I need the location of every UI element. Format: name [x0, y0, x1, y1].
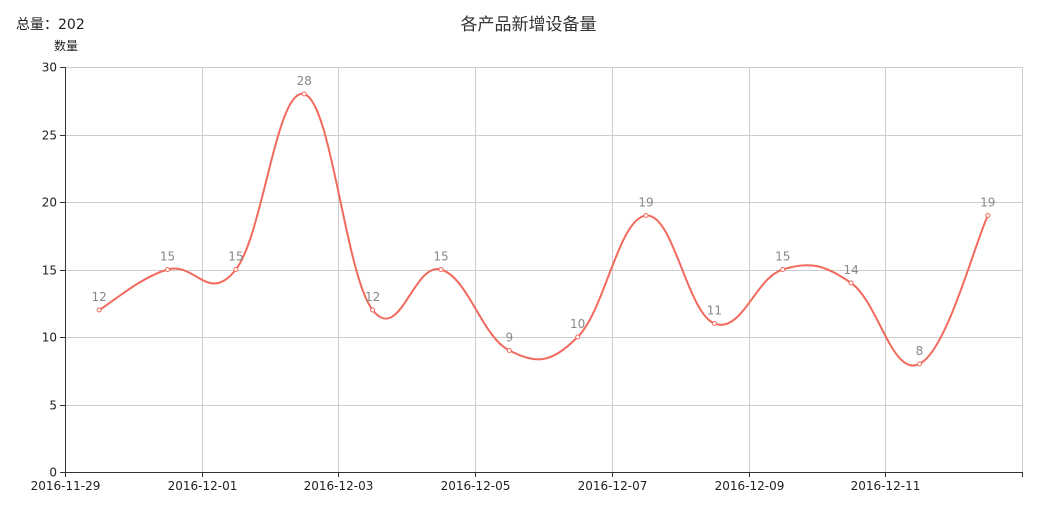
data-label: 14	[843, 263, 858, 277]
x-tick-label: 2016-11-29	[31, 479, 101, 493]
data-label: 8	[916, 344, 924, 358]
data-point	[985, 213, 991, 218]
data-label: 15	[160, 250, 175, 264]
y-tick-label: 25	[42, 129, 57, 143]
series-line	[98, 92, 989, 367]
x-tick-label: 2016-12-03	[304, 479, 374, 493]
data-point	[780, 267, 786, 272]
x-tick-label: 2016-12-05	[441, 479, 511, 493]
y-tick-label: 0	[49, 466, 57, 480]
series-layer	[96, 91, 991, 367]
x-tick-label: 2016-12-07	[578, 479, 648, 493]
data-label: 15	[433, 250, 448, 264]
data-point	[233, 267, 239, 272]
data-point	[711, 321, 717, 326]
label-layer: 12 15 15 28 12 15 9 10 19 11 15 14 8 19	[92, 74, 996, 358]
data-point	[438, 267, 444, 272]
data-label: 9	[506, 331, 514, 345]
data-point	[506, 348, 512, 353]
data-label: 10	[570, 317, 585, 331]
data-label: 19	[638, 196, 653, 210]
data-point	[643, 213, 649, 218]
y-tick-label: 30	[42, 61, 57, 75]
x-tick-label: 2016-12-11	[851, 479, 921, 493]
data-point	[370, 307, 376, 313]
data-point	[301, 91, 307, 97]
x-tick-label: 2016-12-09	[715, 479, 785, 493]
y-tick-label: 10	[42, 331, 57, 345]
x-tick-label: 2016-12-01	[168, 479, 238, 493]
data-label: 11	[707, 304, 722, 318]
data-point	[96, 307, 102, 313]
total-count: 总量：202	[16, 17, 85, 33]
data-label: 15	[228, 250, 243, 264]
data-label: 15	[775, 250, 790, 264]
data-point	[165, 267, 171, 272]
grid-layer	[65, 67, 1023, 472]
y-tick-label: 5	[49, 399, 57, 413]
data-label: 12	[365, 290, 380, 304]
data-label: 28	[297, 74, 312, 88]
data-point	[848, 280, 854, 286]
data-point	[916, 361, 922, 367]
data-point	[575, 334, 581, 340]
data-label: 19	[980, 196, 995, 210]
y-tick-label: 15	[42, 264, 57, 278]
y-tick-label: 20	[42, 196, 57, 210]
axis-layer: 0 5 10 15 20 25 30 2016-11-29 2016-12-01 2016-12-…	[31, 61, 1023, 493]
data-label: 12	[92, 290, 107, 304]
y-axis-label: 数量	[54, 39, 79, 53]
chart-title: 各产品新增设备量	[460, 15, 597, 35]
